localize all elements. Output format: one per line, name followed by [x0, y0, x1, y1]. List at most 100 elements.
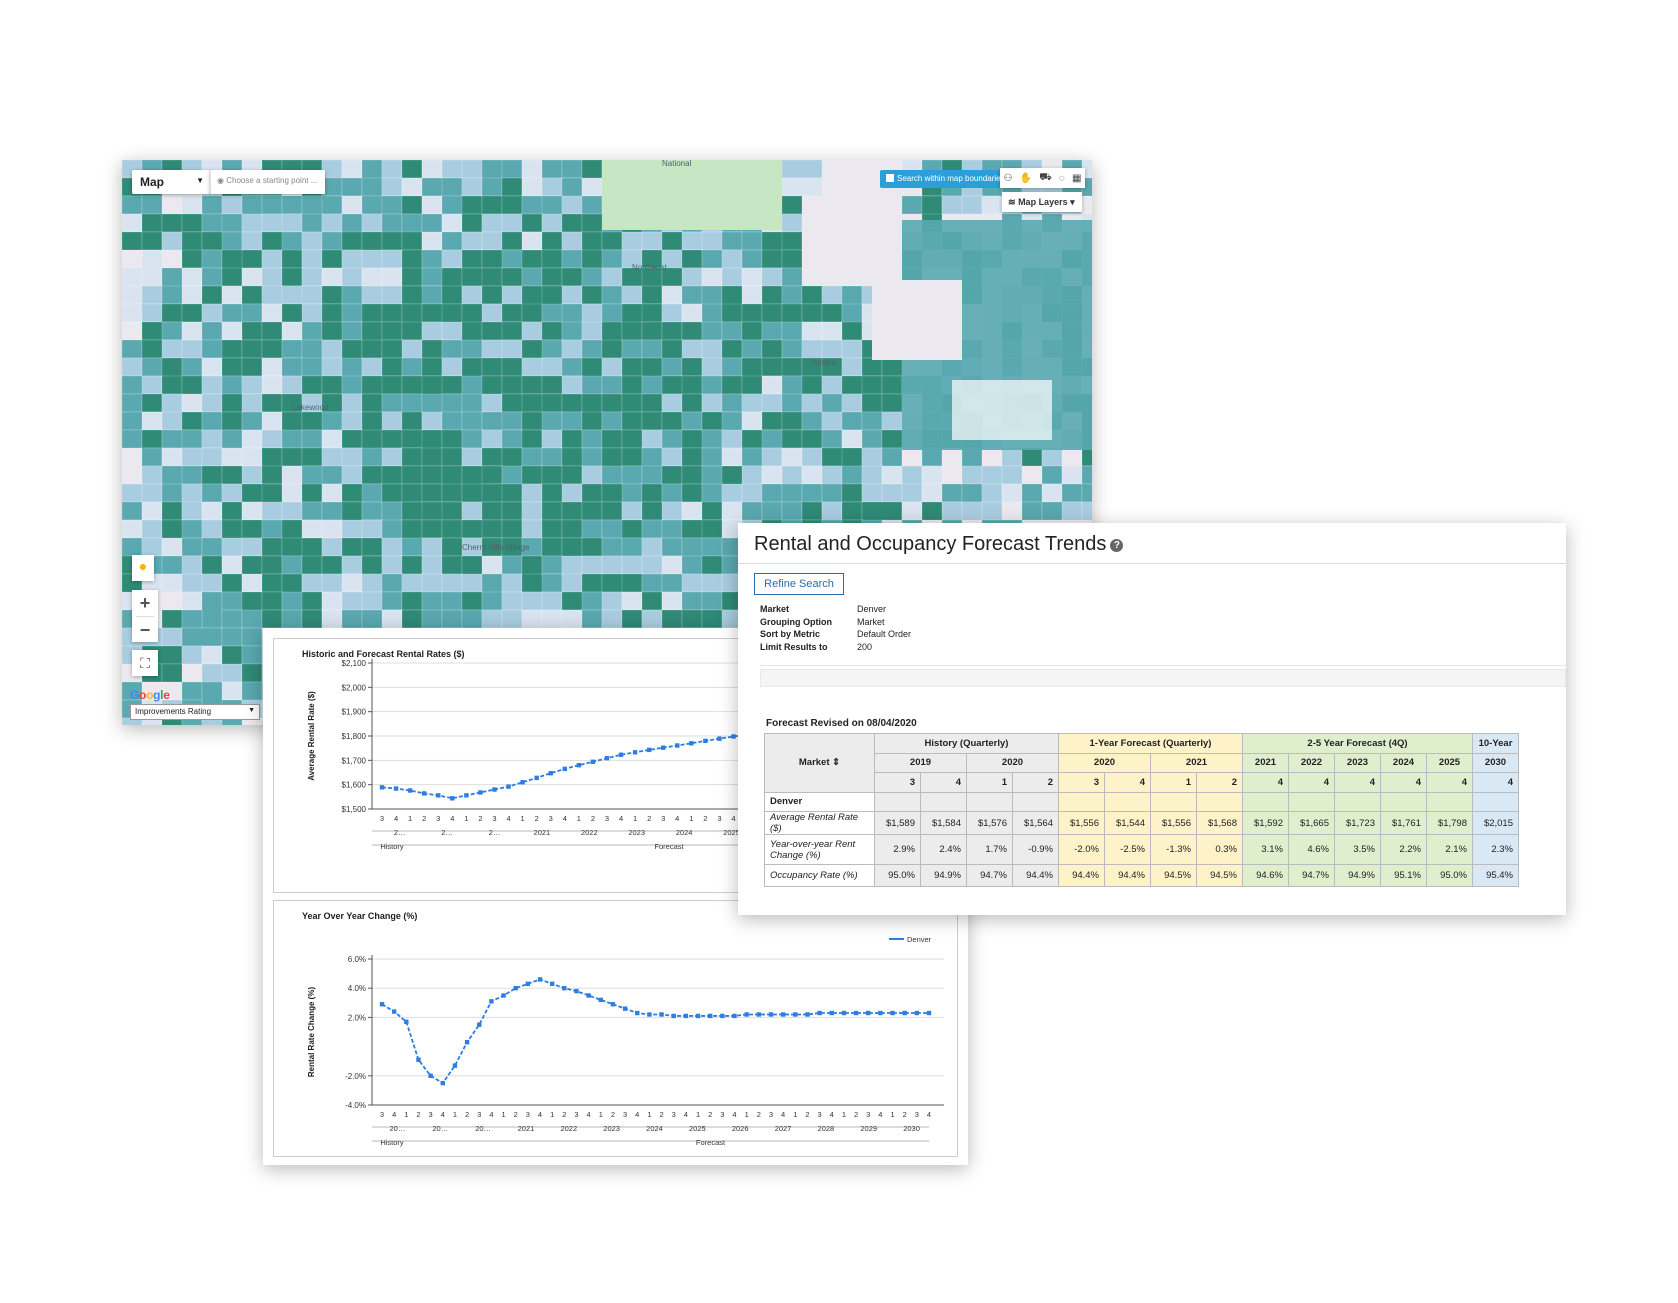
map-tract[interactable]	[401, 231, 423, 251]
map-tract[interactable]	[321, 465, 343, 485]
map-tract[interactable]	[481, 447, 503, 467]
map-tract[interactable]	[441, 519, 463, 539]
map-tract[interactable]	[601, 465, 623, 485]
map-tract[interactable]	[561, 213, 583, 233]
grid-icon[interactable]: ▦	[1071, 172, 1082, 184]
map-tract[interactable]	[781, 501, 803, 521]
map-tract[interactable]	[761, 375, 783, 395]
map-tract[interactable]	[861, 465, 883, 485]
map-tract[interactable]	[401, 483, 423, 503]
map-tract[interactable]	[381, 393, 403, 413]
map-tract[interactable]	[281, 339, 303, 359]
map-tract[interactable]	[501, 483, 523, 503]
map-tract[interactable]	[621, 231, 643, 251]
map-tract[interactable]	[461, 609, 483, 629]
map-tract[interactable]	[122, 501, 143, 521]
map-tract[interactable]	[601, 375, 623, 395]
cart-icon[interactable]: ⛟	[1039, 171, 1052, 183]
map-tract[interactable]	[281, 267, 303, 287]
map-tract[interactable]	[481, 519, 503, 539]
map-tract[interactable]	[361, 501, 383, 521]
map-tract[interactable]	[261, 249, 283, 269]
map-tract[interactable]	[181, 411, 203, 431]
map-tract[interactable]	[221, 339, 243, 359]
map-tract[interactable]	[521, 591, 543, 611]
map-tract[interactable]	[281, 555, 303, 575]
map-tract[interactable]	[781, 429, 803, 449]
map-tract[interactable]	[141, 411, 163, 431]
map-tract[interactable]	[341, 285, 363, 305]
map-tract[interactable]	[301, 249, 323, 269]
map-tract[interactable]	[861, 429, 883, 449]
map-tract[interactable]	[701, 447, 723, 467]
map-tract[interactable]	[681, 267, 703, 287]
map-tract[interactable]	[461, 177, 483, 197]
map-tract[interactable]	[541, 393, 563, 413]
map-tract[interactable]	[301, 231, 323, 251]
map-tract[interactable]	[601, 285, 623, 305]
map-tract[interactable]	[281, 375, 303, 395]
map-tract[interactable]	[761, 447, 783, 467]
map-tract[interactable]	[1061, 483, 1083, 503]
map-tract[interactable]	[541, 160, 563, 179]
map-tract[interactable]	[461, 339, 483, 359]
map-tract[interactable]	[761, 411, 783, 431]
map-tract[interactable]	[122, 519, 143, 539]
map-tract[interactable]	[1081, 483, 1092, 503]
map-tract[interactable]	[581, 267, 603, 287]
map-tract[interactable]	[321, 375, 343, 395]
map-tract[interactable]	[341, 160, 363, 179]
map-tract[interactable]	[1041, 465, 1063, 485]
map-tract[interactable]	[721, 303, 743, 323]
map-tract[interactable]	[741, 303, 763, 323]
map-tract[interactable]	[401, 177, 423, 197]
overlay-metric-select[interactable]: Improvements Rating ▼	[130, 704, 260, 720]
map-tract[interactable]	[201, 483, 223, 503]
zoom-out-button[interactable]: −	[139, 620, 151, 640]
map-tract[interactable]	[441, 591, 463, 611]
map-tract[interactable]	[561, 393, 583, 413]
map-tract[interactable]	[181, 429, 203, 449]
map-tract[interactable]	[661, 447, 683, 467]
map-tract[interactable]	[441, 375, 463, 395]
map-tract[interactable]	[201, 195, 223, 215]
map-tract[interactable]	[561, 501, 583, 521]
map-tract[interactable]	[401, 267, 423, 287]
map-tract[interactable]	[321, 519, 343, 539]
map-tract[interactable]	[441, 447, 463, 467]
map-tract[interactable]	[221, 285, 243, 305]
map-tract[interactable]	[421, 555, 443, 575]
map-tract[interactable]	[241, 609, 263, 629]
map-tract[interactable]	[181, 303, 203, 323]
map-tract[interactable]	[601, 609, 623, 629]
map-tract[interactable]	[141, 393, 163, 413]
map-tract[interactable]	[961, 483, 983, 503]
map-tract[interactable]	[301, 267, 323, 287]
map-tract[interactable]	[521, 501, 543, 521]
map-tract[interactable]	[601, 429, 623, 449]
map-tract[interactable]	[421, 285, 443, 305]
map-tract[interactable]	[581, 411, 603, 431]
map-tract[interactable]	[601, 339, 623, 359]
map-tract[interactable]	[861, 483, 883, 503]
map-tract[interactable]	[561, 267, 583, 287]
map-tract[interactable]	[941, 195, 963, 215]
map-type-select[interactable]: Map ▼	[132, 170, 210, 194]
map-tract[interactable]	[701, 267, 723, 287]
map-tract[interactable]	[1041, 483, 1063, 503]
map-tract[interactable]	[501, 519, 523, 539]
map-tract[interactable]	[721, 231, 743, 251]
map-tract[interactable]	[361, 249, 383, 269]
map-tract[interactable]	[681, 501, 703, 521]
map-tract[interactable]	[521, 429, 543, 449]
map-tract[interactable]	[581, 609, 603, 629]
map-tract[interactable]	[401, 555, 423, 575]
map-tract[interactable]	[581, 375, 603, 395]
map-tract[interactable]	[141, 465, 163, 485]
help-icon[interactable]: ?	[1110, 539, 1124, 552]
map-tract[interactable]	[701, 375, 723, 395]
map-tract[interactable]	[122, 213, 143, 233]
map-tract[interactable]	[161, 213, 183, 233]
map-tract[interactable]	[821, 411, 843, 431]
map-tract[interactable]	[721, 375, 743, 395]
